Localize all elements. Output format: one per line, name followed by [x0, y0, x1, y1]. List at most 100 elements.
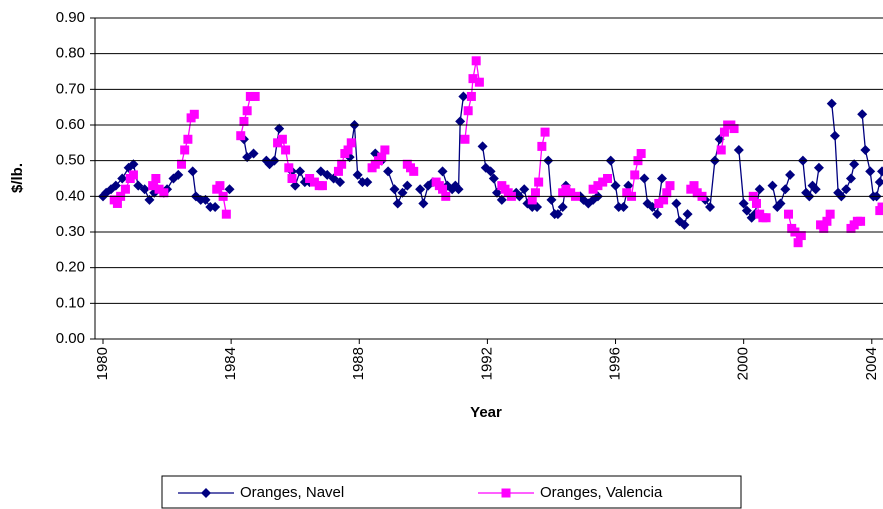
data-point: [290, 180, 301, 191]
data-point: [438, 184, 448, 194]
data-point: [767, 180, 778, 191]
data-point: [248, 148, 259, 159]
data-point: [822, 216, 832, 226]
x-tick-label: 1984: [222, 347, 239, 380]
data-point: [857, 109, 868, 120]
data-point: [284, 163, 294, 173]
y-tick-label: 0.50: [56, 152, 85, 169]
data-point: [455, 116, 466, 127]
data-point: [409, 166, 419, 176]
data-point: [468, 74, 478, 84]
data-point: [819, 223, 829, 233]
data-point: [221, 209, 231, 219]
data-point: [785, 169, 796, 180]
data-point: [437, 166, 448, 177]
y-tick-label: 0.30: [56, 223, 85, 240]
data-point: [309, 177, 319, 187]
data-point: [397, 187, 408, 198]
data-point: [654, 198, 664, 208]
data-point: [566, 188, 576, 198]
data-point: [471, 56, 481, 66]
data-point: [729, 124, 739, 134]
data-point: [665, 181, 675, 191]
data-point: [741, 205, 752, 216]
data-point: [159, 188, 169, 198]
data-point: [796, 231, 806, 241]
data-point: [546, 194, 557, 205]
data-point: [593, 181, 603, 191]
y-tick-label: 0.70: [56, 80, 85, 97]
x-tick-label: 1992: [478, 347, 495, 380]
data-point: [173, 169, 184, 180]
data-point: [623, 180, 634, 191]
data-point: [343, 145, 353, 155]
data-point: [201, 488, 211, 498]
data-point: [780, 184, 791, 195]
data-point: [682, 209, 693, 220]
data-point: [527, 195, 537, 205]
data-point: [860, 144, 871, 155]
data-point: [144, 194, 155, 205]
data-point: [176, 159, 186, 169]
y-tick-label: 0.40: [56, 187, 85, 204]
data-point: [829, 130, 840, 141]
data-point: [335, 177, 346, 188]
data-point: [274, 123, 285, 134]
data-point: [383, 166, 394, 177]
data-point: [485, 166, 496, 177]
data-point: [333, 166, 343, 176]
data-point: [273, 138, 283, 148]
data-point: [402, 180, 413, 191]
data-point: [377, 152, 387, 162]
data-point: [813, 162, 824, 173]
data-point: [380, 145, 390, 155]
data-point: [362, 177, 373, 188]
data-point: [210, 202, 221, 213]
data-point: [784, 209, 794, 219]
data-point: [610, 180, 621, 191]
data-point: [236, 131, 246, 141]
data-point: [346, 138, 356, 148]
data-point: [825, 209, 835, 219]
data-point: [561, 184, 571, 194]
data-point: [598, 177, 608, 187]
data-point: [622, 188, 632, 198]
data-point: [751, 198, 761, 208]
data-point: [845, 173, 856, 184]
data-point: [352, 169, 363, 180]
data-point: [117, 173, 128, 184]
data-point: [849, 159, 860, 170]
data-point: [245, 91, 255, 101]
data-point: [679, 219, 690, 230]
data-point: [618, 202, 629, 213]
data-point: [458, 91, 469, 102]
data-point: [652, 209, 663, 220]
data-point: [189, 109, 199, 119]
data-point: [239, 116, 249, 126]
data-point: [224, 184, 235, 195]
data-point: [519, 184, 530, 195]
data-point: [826, 98, 837, 109]
data-point: [460, 134, 470, 144]
data-point: [534, 177, 544, 187]
x-tick-label: 1988: [350, 347, 367, 380]
data-point: [537, 141, 547, 151]
data-point: [287, 174, 297, 183]
data-point: [305, 174, 315, 183]
data-point: [392, 198, 403, 209]
data-point: [810, 184, 821, 195]
x-tick-label: 1996: [606, 347, 623, 380]
data-point: [754, 184, 765, 195]
data-point: [540, 127, 550, 137]
data-point: [530, 188, 540, 198]
data-point: [187, 166, 198, 177]
data-point: [389, 184, 400, 195]
data-point: [874, 177, 883, 188]
data-point: [148, 181, 158, 191]
legend-label: Oranges, Navel: [240, 484, 344, 501]
data-point: [180, 145, 190, 155]
data-point: [128, 170, 138, 180]
y-tick-label: 0.90: [56, 9, 85, 26]
data-point: [151, 174, 161, 183]
data-point: [110, 180, 121, 191]
